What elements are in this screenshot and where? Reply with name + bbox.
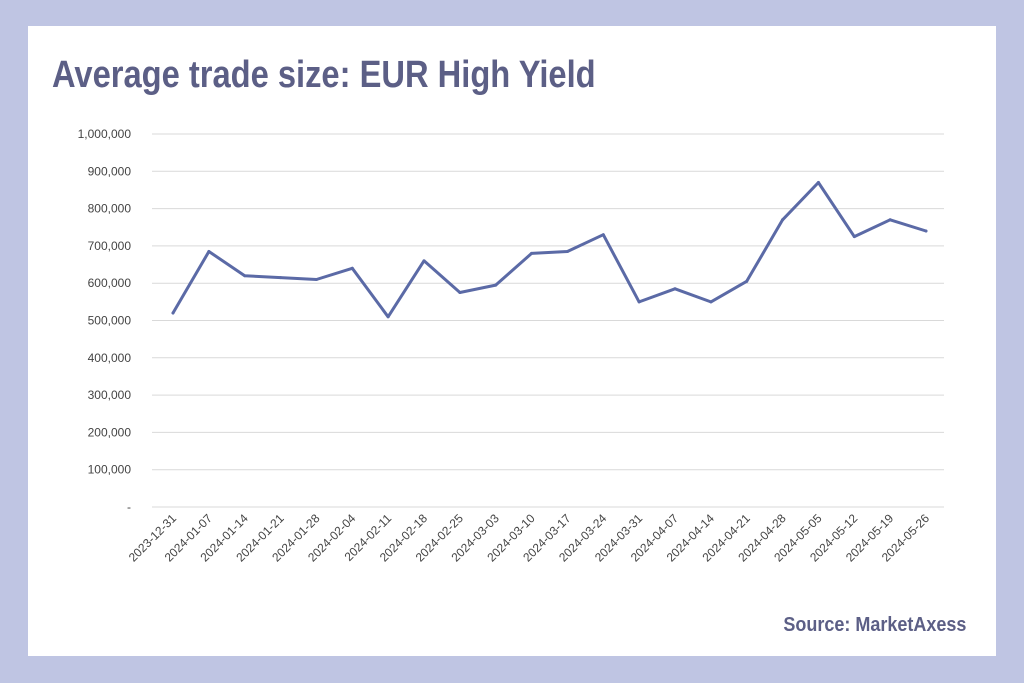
y-tick-label: 200,000 [88, 425, 132, 439]
data-point [386, 315, 390, 319]
data-point [422, 259, 426, 263]
data-point [243, 274, 247, 278]
data-point [924, 229, 928, 233]
data-point [171, 311, 175, 315]
data-point [709, 300, 713, 304]
data-point [350, 266, 354, 270]
y-tick-label: 400,000 [88, 351, 132, 365]
data-point [207, 249, 211, 253]
data-point [816, 180, 820, 184]
data-point [530, 251, 534, 255]
line-chart: - 100,000 200,000 300,000 400,000 500,000 600,… [78, 127, 944, 565]
y-axis-ticks: - 100,000 200,000 300,000 400,000 500,000 600,… [78, 127, 132, 514]
data-point [852, 235, 856, 239]
data-point [458, 291, 462, 295]
data-point [781, 218, 785, 222]
data-point [565, 249, 569, 253]
y-tick-label: - [127, 500, 131, 514]
data-point [494, 283, 498, 287]
chart-card: Average trade size: EUR High Yield - 100,… [28, 26, 996, 656]
y-tick-label: 800,000 [88, 202, 132, 216]
source-note: Source: MarketAxess [782, 614, 966, 636]
data-point [637, 300, 641, 304]
x-axis-ticks: 2023-12-312024-01-072024-01-142024-01-21… [126, 511, 933, 565]
series-line [171, 181, 928, 319]
y-tick-label: 700,000 [88, 239, 132, 253]
y-tick-label: 300,000 [88, 388, 132, 402]
gridlines [152, 133, 944, 508]
data-point [888, 218, 892, 222]
y-tick-label: 1,000,000 [78, 127, 132, 141]
series-layer [171, 180, 928, 319]
data-point [279, 276, 283, 280]
data-point [673, 287, 677, 291]
y-tick-label: 500,000 [88, 314, 132, 328]
y-tick-label: 100,000 [88, 463, 132, 477]
y-tick-label: 900,000 [88, 164, 132, 178]
data-point [601, 233, 605, 237]
data-point [745, 279, 749, 283]
data-point [314, 277, 318, 281]
chart-title: Average trade size: EUR High Yield [52, 54, 596, 96]
y-tick-label: 600,000 [88, 276, 132, 290]
